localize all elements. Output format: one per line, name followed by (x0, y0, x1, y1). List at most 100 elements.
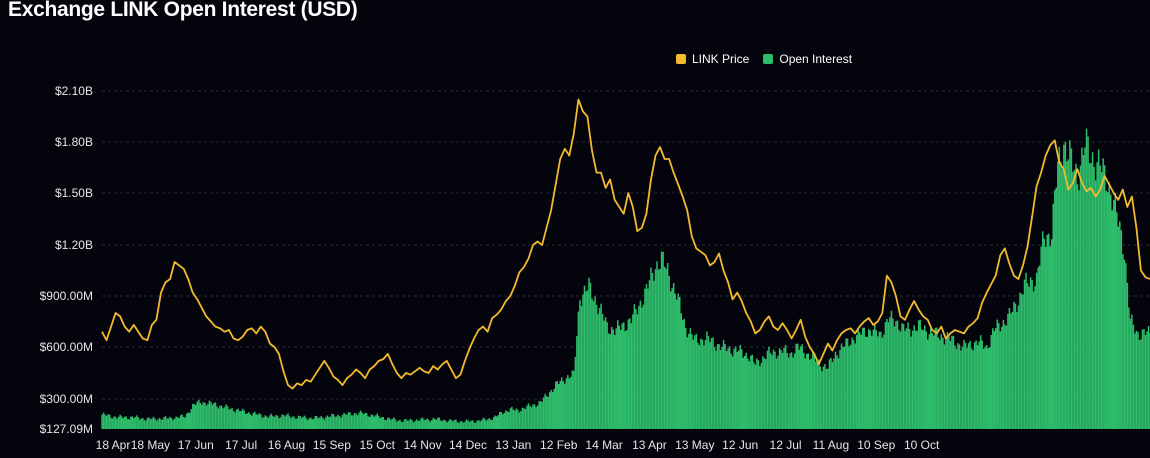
open-interest-bar (329, 416, 332, 429)
open-interest-bar (828, 359, 831, 429)
legend-label-price: LINK Price (692, 52, 750, 66)
open-interest-bar (682, 320, 684, 429)
open-interest-bar (639, 300, 642, 429)
legend-item-price[interactable]: LINK Price (676, 52, 749, 66)
open-interest-bar (1128, 307, 1130, 429)
open-interest-bar (1105, 190, 1107, 429)
open-interest-bar (601, 313, 604, 429)
open-interest-bar (562, 381, 565, 429)
open-interest-bar (299, 416, 301, 429)
open-interest-bar (405, 418, 407, 429)
open-interest-bar (373, 416, 376, 429)
open-interest-bar (613, 334, 616, 429)
open-interest-bar (793, 353, 796, 429)
open-interest-bar (296, 418, 298, 429)
open-interest-bar (678, 297, 681, 429)
open-interest-bar (632, 314, 634, 429)
open-interest-bar (1019, 292, 1021, 429)
open-interest-bar (234, 412, 236, 429)
y-tick-label: $900.00M (40, 289, 93, 303)
open-interest-bar (777, 355, 779, 429)
open-interest-bar (656, 261, 658, 429)
open-interest-bar (251, 415, 253, 429)
open-interest-bar (273, 416, 276, 429)
open-interest-bar (202, 402, 205, 429)
open-interest-bar (526, 405, 528, 429)
open-interest-bar (492, 417, 495, 429)
open-interest-bar (208, 400, 211, 429)
open-interest-bar (1029, 277, 1032, 429)
open-interest-bar (214, 402, 217, 429)
open-interest-bar (430, 420, 433, 429)
open-interest-bar (178, 417, 180, 429)
open-interest-bar (164, 416, 167, 429)
open-interest-bar (901, 323, 903, 429)
open-interest-bar (937, 337, 940, 429)
open-interest-bar (1120, 230, 1123, 429)
open-interest-bar (771, 354, 773, 429)
open-interest-bar (247, 412, 250, 429)
open-interest-bar (489, 419, 492, 429)
open-interest-bar (192, 403, 194, 429)
open-interest-bar (249, 414, 252, 429)
open-interest-bar (1113, 200, 1115, 429)
open-interest-bar (1085, 128, 1088, 429)
x-tick-label: 15 Oct (360, 438, 396, 452)
open-interest-bar (376, 413, 379, 429)
open-interest-bar (485, 420, 487, 429)
open-interest-bar (672, 283, 675, 429)
open-interest-bar (837, 358, 840, 429)
open-interest-bar (1122, 254, 1124, 429)
open-interest-bar (1069, 140, 1071, 429)
open-interest-bar (940, 334, 943, 429)
open-interest-bar (142, 417, 144, 429)
open-interest-bar (323, 419, 326, 429)
open-interest-bar (775, 358, 778, 429)
open-interest-bar (381, 417, 383, 429)
x-tick-label: 13 Apr (632, 438, 667, 452)
open-interest-bar (187, 412, 189, 429)
open-interest-bar (1129, 318, 1132, 429)
open-interest-bar (536, 405, 539, 429)
open-interest-bar (335, 416, 338, 429)
open-interest-bar (308, 418, 310, 429)
open-interest-bar (750, 355, 752, 429)
open-interest-bar (429, 421, 431, 429)
open-interest-bar (195, 404, 197, 429)
open-interest-bar (547, 396, 549, 429)
open-interest-bar (1066, 161, 1068, 429)
open-interest-bar (963, 339, 965, 429)
x-tick-label: 17 Jul (225, 438, 257, 452)
open-interest-bar (260, 414, 262, 429)
open-interest-bar (130, 416, 132, 429)
open-interest-bar (812, 351, 814, 429)
legend-item-open-interest[interactable]: Open Interest (763, 52, 852, 66)
open-interest-bars (101, 128, 1150, 430)
open-interest-bar (288, 416, 291, 429)
open-interest-bar (459, 421, 462, 429)
open-interest-bar (438, 417, 441, 429)
open-interest-bar (122, 418, 124, 429)
open-interest-bar (411, 420, 413, 429)
open-interest-bar (349, 412, 351, 429)
open-interest-bar (533, 404, 536, 429)
chart-legend: LINK Price Open Interest (676, 52, 866, 66)
open-interest-bar (966, 347, 968, 429)
open-interest-bar (1084, 147, 1086, 430)
open-interest-bar (1096, 162, 1098, 429)
open-interest-bar (691, 334, 693, 429)
open-interest-bar (905, 328, 908, 429)
open-interest-bar (881, 337, 884, 429)
open-interest-bar (868, 328, 870, 429)
open-interest-bar (538, 401, 540, 429)
open-interest-bar (255, 414, 258, 429)
open-interest-bar (163, 416, 165, 429)
open-interest-bar (235, 409, 238, 429)
open-interest-bar (523, 408, 525, 429)
open-interest-bar (184, 417, 186, 429)
open-interest-bar (666, 263, 669, 429)
open-interest-bar (127, 419, 129, 429)
open-interest-bar (494, 415, 496, 429)
open-interest-bar (270, 413, 273, 429)
open-interest-bar (506, 411, 509, 429)
